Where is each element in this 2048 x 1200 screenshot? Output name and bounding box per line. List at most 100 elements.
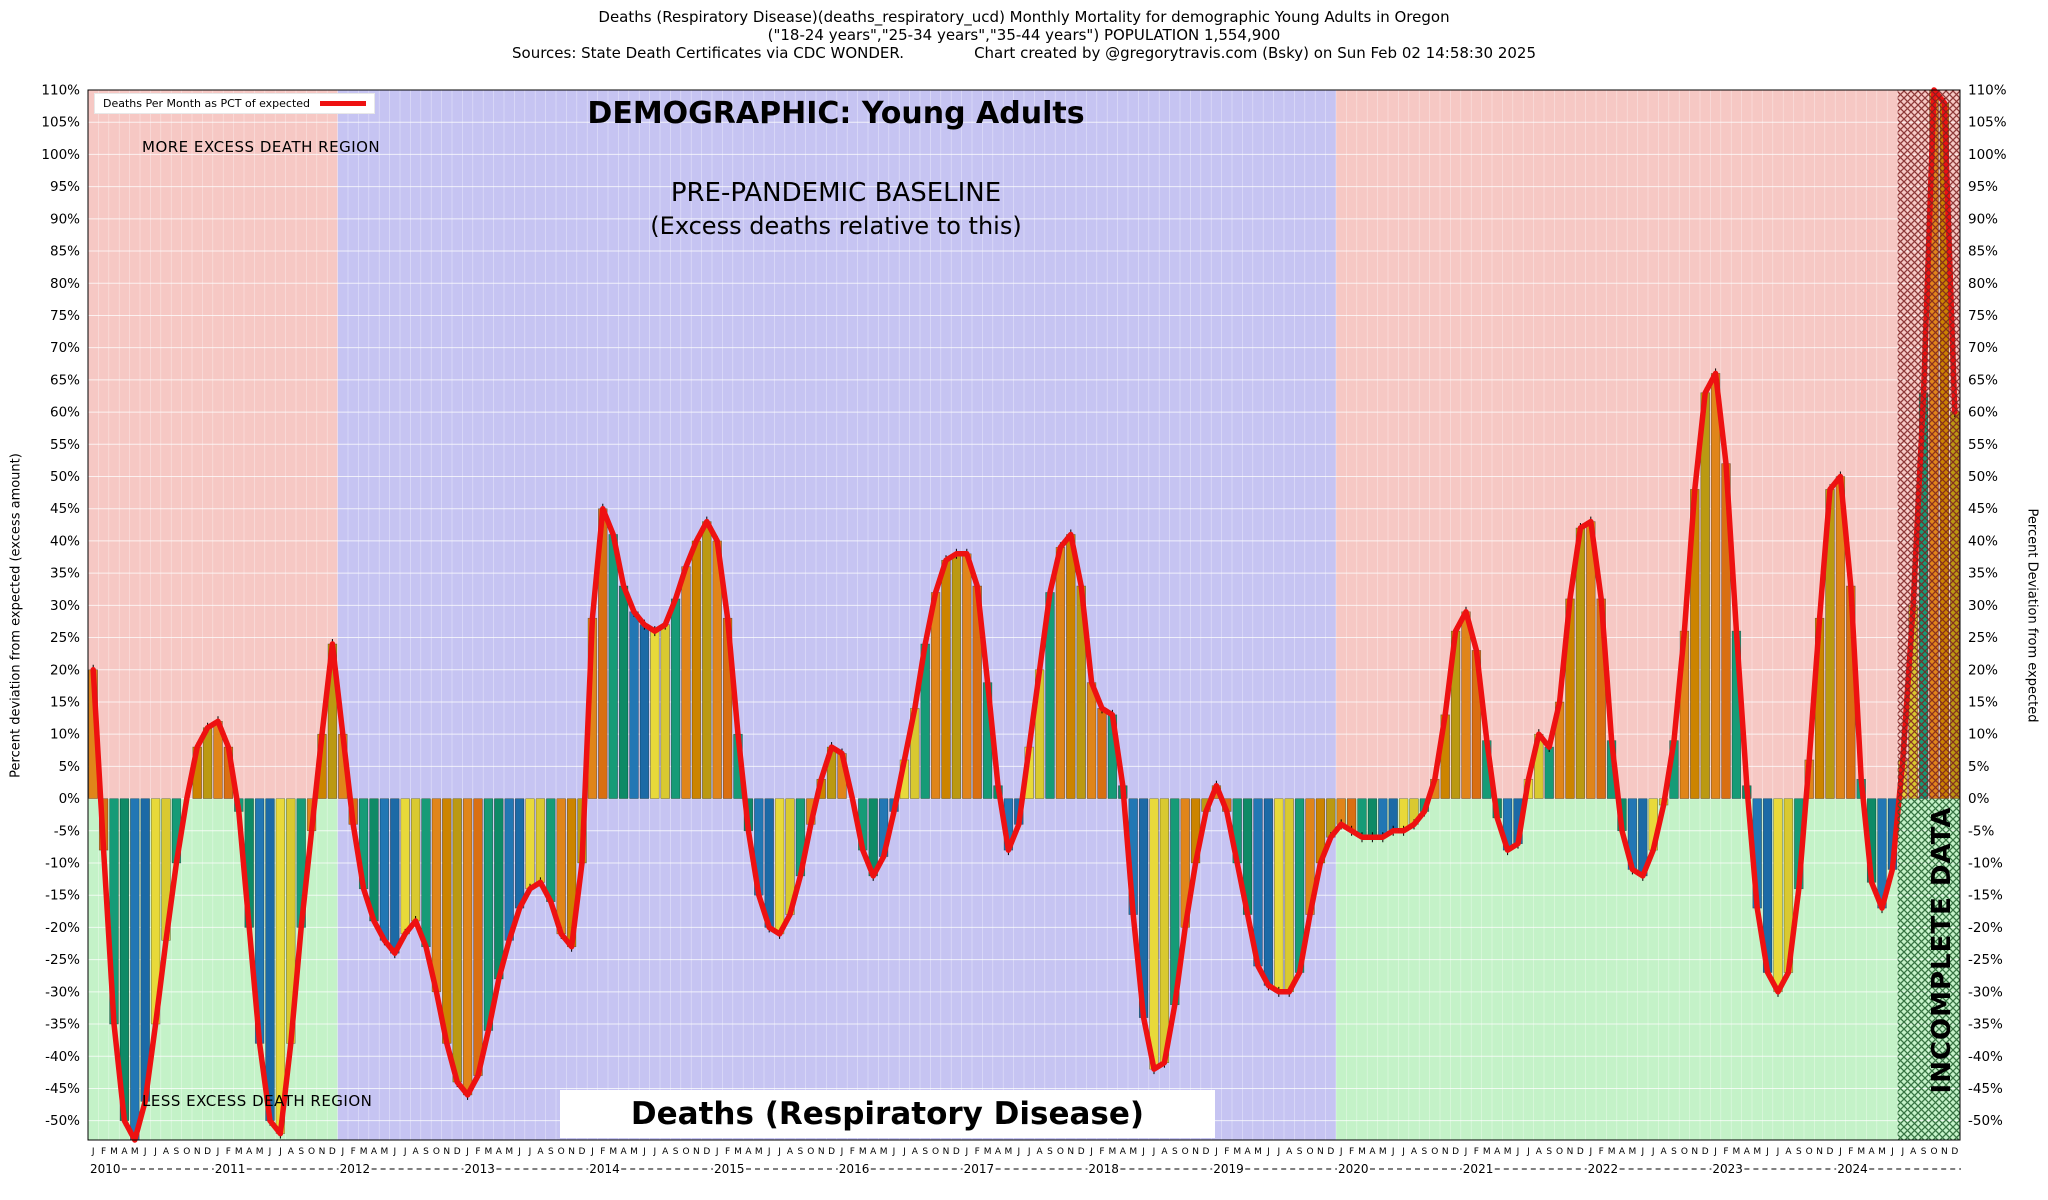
svg-text:A: A	[121, 1147, 128, 1157]
svg-text:O: O	[1182, 1147, 1189, 1157]
svg-text:-45%: -45%	[45, 1081, 80, 1097]
svg-text:2013: 2013	[464, 1162, 495, 1176]
baseline-subheading: (Excess deaths relative to this)	[650, 212, 1022, 240]
chart-title-line3: Sources: State Death Certificates via CD…	[0, 44, 2048, 62]
svg-text:O: O	[932, 1147, 939, 1157]
svg-text:A: A	[1245, 1147, 1252, 1157]
svg-text:40%: 40%	[1968, 533, 1998, 549]
svg-text:80%: 80%	[1968, 276, 1998, 292]
svg-text:O: O	[1806, 1147, 1813, 1157]
svg-text:O: O	[1556, 1147, 1563, 1157]
svg-text:5%: 5%	[1968, 759, 1990, 775]
svg-text:F: F	[1474, 1147, 1479, 1157]
svg-text:A: A	[1869, 1147, 1876, 1157]
svg-text:70%: 70%	[50, 340, 80, 356]
svg-text:M: M	[859, 1147, 867, 1157]
svg-text:A: A	[371, 1147, 378, 1157]
svg-text:-5%: -5%	[54, 823, 80, 839]
svg-text:O: O	[433, 1147, 440, 1157]
svg-text:J: J	[1516, 1147, 1520, 1157]
svg-text:D: D	[828, 1147, 835, 1157]
svg-text:2011: 2011	[215, 1162, 246, 1176]
svg-text:O: O	[1681, 1147, 1688, 1157]
svg-text:M: M	[1358, 1147, 1366, 1157]
svg-text:S: S	[1047, 1147, 1053, 1157]
svg-text:J: J	[1588, 1147, 1592, 1157]
svg-text:90%: 90%	[1968, 211, 1998, 227]
y-tick-labels: -50% -50% -45% -45% -40% -40% -35% -35% -30% -30%…	[41, 83, 2006, 1130]
svg-text:-40%: -40%	[45, 1049, 80, 1065]
svg-text:M: M	[1733, 1147, 1741, 1157]
svg-text:N: N	[1816, 1147, 1823, 1157]
svg-text:A: A	[621, 1147, 628, 1157]
svg-text:S: S	[298, 1147, 304, 1157]
svg-text:J: J	[1900, 1147, 1904, 1157]
svg-text:N: N	[1941, 1147, 1948, 1157]
svg-text:M: M	[1878, 1147, 1886, 1157]
svg-text:A: A	[1785, 1147, 1792, 1157]
svg-text:O: O	[183, 1147, 190, 1157]
svg-text:20%: 20%	[1968, 662, 1998, 678]
svg-text:105%: 105%	[41, 115, 80, 131]
svg-text:-25%: -25%	[1968, 952, 2003, 968]
svg-text:A: A	[1286, 1147, 1293, 1157]
svg-text:10%: 10%	[50, 727, 80, 743]
svg-text:J: J	[153, 1147, 157, 1157]
svg-text:J: J	[1016, 1147, 1020, 1157]
svg-text:J: J	[1027, 1147, 1031, 1157]
svg-text:J: J	[902, 1147, 906, 1157]
svg-text:D: D	[454, 1147, 461, 1157]
svg-text:J: J	[1141, 1147, 1145, 1157]
svg-text:2021: 2021	[1463, 1162, 1494, 1176]
svg-text:D: D	[1951, 1147, 1958, 1157]
svg-text:110%: 110%	[41, 83, 80, 99]
svg-text:S: S	[1671, 1147, 1677, 1157]
svg-text:M: M	[880, 1147, 888, 1157]
svg-text:A: A	[870, 1147, 877, 1157]
svg-text:J: J	[767, 1147, 771, 1157]
svg-text:-20%: -20%	[1968, 920, 2003, 936]
svg-text:2019: 2019	[1213, 1162, 1244, 1176]
svg-text:D: D	[204, 1147, 211, 1157]
svg-text:2010: 2010	[90, 1162, 121, 1176]
svg-text:N: N	[1317, 1147, 1324, 1157]
less-excess-region-label: LESS EXCESS DEATH REGION	[142, 1092, 373, 1110]
svg-text:A: A	[787, 1147, 794, 1157]
svg-text:J: J	[1089, 1147, 1093, 1157]
svg-text:S: S	[1796, 1147, 1802, 1157]
svg-text:M: M	[1005, 1147, 1013, 1157]
svg-text:N: N	[443, 1147, 450, 1157]
svg-text:D: D	[953, 1147, 960, 1157]
svg-text:M: M	[609, 1147, 617, 1157]
svg-text:M: M	[1254, 1147, 1262, 1157]
svg-text:110%: 110%	[1968, 83, 2007, 99]
svg-text:S: S	[1172, 1147, 1178, 1157]
svg-text:J: J	[590, 1147, 594, 1157]
svg-text:40%: 40%	[50, 533, 80, 549]
svg-text:M: M	[1608, 1147, 1616, 1157]
svg-text:J: J	[840, 1147, 844, 1157]
svg-text:J: J	[517, 1147, 521, 1157]
svg-text:A: A	[1661, 1147, 1668, 1157]
svg-text:J: J	[1401, 1147, 1405, 1157]
svg-text:S: S	[1546, 1147, 1552, 1157]
svg-text:M: M	[1109, 1147, 1117, 1157]
svg-text:A: A	[496, 1147, 503, 1157]
svg-text:A: A	[1037, 1147, 1044, 1157]
svg-text:M: M	[1483, 1147, 1491, 1157]
svg-text:45%: 45%	[1968, 501, 1998, 517]
svg-text:M: M	[1233, 1147, 1241, 1157]
svg-text:A: A	[163, 1147, 170, 1157]
svg-text:J: J	[652, 1147, 656, 1157]
svg-text:J: J	[1713, 1147, 1717, 1157]
svg-text:2012: 2012	[340, 1162, 371, 1176]
chart-bottom-title: Deaths (Respiratory Disease)	[560, 1090, 1215, 1138]
svg-text:A: A	[1369, 1147, 1376, 1157]
svg-text:M: M	[734, 1147, 742, 1157]
incomplete-data-label: INCOMPLETE DATA	[1927, 806, 1957, 1094]
svg-text:F: F	[850, 1147, 855, 1157]
svg-text:N: N	[568, 1147, 575, 1157]
svg-text:O: O	[682, 1147, 689, 1157]
svg-text:F: F	[975, 1147, 980, 1157]
